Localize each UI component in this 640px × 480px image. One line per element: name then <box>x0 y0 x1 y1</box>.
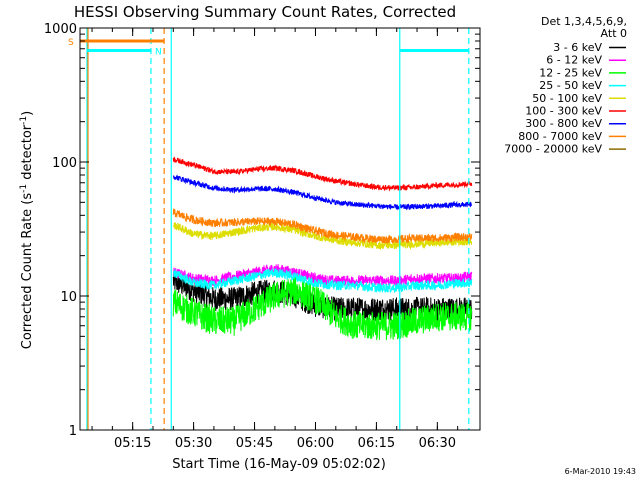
legend-label-50-100-kev: 50 - 100 keV <box>532 92 602 105</box>
legend-header-1: Det 1,3,4,5,6,9, <box>541 15 627 28</box>
legend-label-800-7000-kev: 800 - 7000 keV <box>518 130 602 143</box>
y-tick-label-10: 10 <box>60 290 77 305</box>
x-tick-label-06-00: 06:00 <box>297 436 334 451</box>
y-tick-label-1: 1 <box>69 424 77 439</box>
plot-frame <box>79 27 481 431</box>
legend-label-12-25-kev: 12 - 25 keV <box>539 66 602 79</box>
interval-layer: SN <box>68 28 470 430</box>
y-axis-label-sup-1: -1 <box>19 184 29 193</box>
flag-s: S <box>68 38 74 48</box>
flag-n: N <box>155 47 162 57</box>
series-6-12-kev <box>172 264 473 287</box>
series-12-25-kev <box>172 276 473 341</box>
y-axis-label-end: ) <box>20 111 35 116</box>
chart-title: HESSI Observing Summary Count Rates, Cor… <box>74 3 456 21</box>
y-tick-label-100: 100 <box>52 156 77 171</box>
x-axis-label: Start Time (16-May-09 05:02:02) <box>172 457 386 472</box>
legend-label-25-50-kev: 25 - 50 keV <box>539 79 602 92</box>
series-25-50-kev <box>172 268 473 294</box>
x-tick-label-05-30: 05:30 <box>175 436 212 451</box>
y-axis-label: Corrected Count Rate (s-1 detector-1) <box>19 111 35 349</box>
x-tick-label-05-45: 05:45 <box>236 436 273 451</box>
y-axis-label-text: Corrected Count Rate (s <box>20 193 35 350</box>
legend-label-6-12-kev: 6 - 12 keV <box>546 54 602 67</box>
legend-header-2: Att 0 <box>601 27 627 40</box>
series-100-300-kev <box>172 156 473 192</box>
x-tick-label-06-30: 06:30 <box>419 436 456 451</box>
series-layer <box>172 156 473 341</box>
legend-label-7000-20000-kev: 7000 - 20000 keV <box>504 143 602 156</box>
legend-label-100-300-kev: 100 - 300 keV <box>525 105 602 118</box>
series-300-800-kev <box>172 174 473 211</box>
y-tick-label-1000: 1000 <box>44 22 77 37</box>
legend-label-300-800-kev: 300 - 800 keV <box>525 117 602 130</box>
series-50-100-kev <box>172 222 473 251</box>
series-800-7000-kev <box>172 207 473 245</box>
axes-layer: 05:15 05:30 05:45 06:00 06:15 06:30 1 10 100 1000 <box>44 22 481 451</box>
x-tick-label-05-15: 05:15 <box>114 436 151 451</box>
x-tick-label-06-15: 06:15 <box>358 436 395 451</box>
legend-label-3-6-kev: 3 - 6 keV <box>553 41 602 54</box>
y-axis-label-sup-2: -1 <box>19 116 29 125</box>
footer-timestamp: 6-Mar-2010 19:43 <box>565 467 636 476</box>
y-axis-label-mid: detector <box>20 124 35 184</box>
